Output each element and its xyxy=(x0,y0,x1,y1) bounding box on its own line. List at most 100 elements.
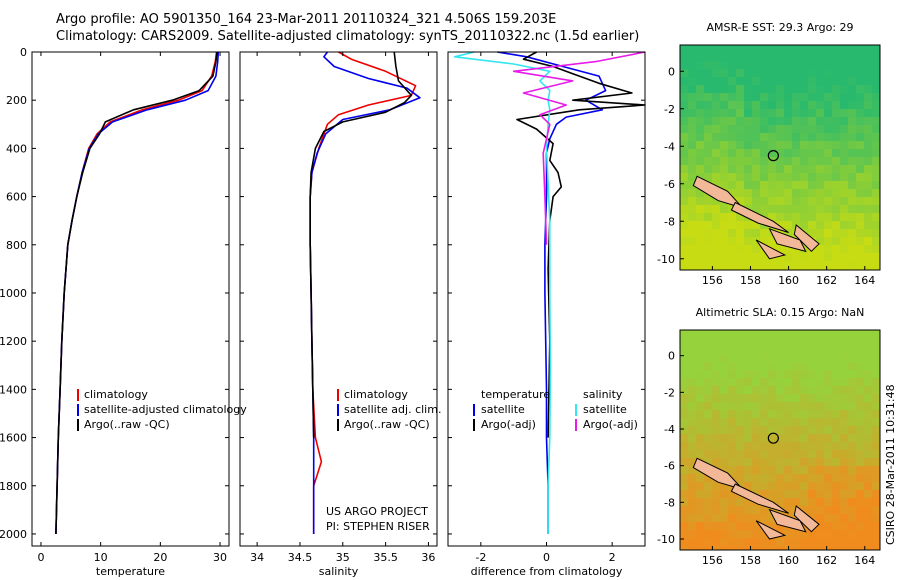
map-cell xyxy=(704,522,712,530)
x-tick-label: 160 xyxy=(778,554,799,567)
map-cell xyxy=(816,522,824,530)
series-line-argo-raw-qc--2 xyxy=(55,51,218,535)
map-cell xyxy=(712,506,720,514)
map-cell xyxy=(856,117,864,125)
map-cell xyxy=(808,386,816,394)
map-cell xyxy=(728,165,736,173)
map-cell xyxy=(680,346,688,354)
map-cell xyxy=(864,205,872,213)
map-cell xyxy=(872,458,880,466)
series-line-satellite-adjusted-climatology-1 xyxy=(55,51,220,535)
map-cell xyxy=(848,458,856,466)
map-cell xyxy=(832,77,840,85)
map-cell xyxy=(832,261,840,269)
map-cell xyxy=(760,482,768,490)
map-cell xyxy=(688,133,696,141)
map-cell xyxy=(720,466,728,474)
map-cell xyxy=(808,514,816,522)
map-cell xyxy=(872,426,880,434)
map-cell xyxy=(696,482,704,490)
map-cell xyxy=(872,237,880,245)
map-cell xyxy=(712,370,720,378)
plot-frame xyxy=(31,51,230,547)
map-cell xyxy=(800,386,808,394)
map-cell xyxy=(864,93,872,101)
map-cell xyxy=(816,370,824,378)
map-cell xyxy=(680,133,688,141)
map-cell xyxy=(816,362,824,370)
map-cell xyxy=(800,394,808,402)
map-cell xyxy=(704,338,712,346)
map-cell xyxy=(824,181,832,189)
map-cell xyxy=(680,189,688,197)
map-cell xyxy=(832,530,840,538)
map-cell xyxy=(744,442,752,450)
map-cell xyxy=(872,378,880,386)
map-cell xyxy=(688,546,696,550)
map-cell xyxy=(688,530,696,538)
map-cell xyxy=(728,378,736,386)
map-cell xyxy=(720,253,728,261)
map-cell xyxy=(696,394,704,402)
map-cell xyxy=(688,346,696,354)
map-cell xyxy=(728,141,736,149)
map-cell xyxy=(848,522,856,530)
map-cell xyxy=(864,458,872,466)
map-cell xyxy=(824,45,832,53)
map-cell xyxy=(848,69,856,77)
map-cell xyxy=(784,45,792,53)
map-cell xyxy=(800,109,808,117)
map-cell xyxy=(872,117,880,125)
legend-header-temperature: temperature xyxy=(481,388,550,401)
map-cell xyxy=(832,253,840,261)
map-cell xyxy=(784,69,792,77)
map-cell xyxy=(792,45,800,53)
map-cell xyxy=(872,253,880,261)
map-cell xyxy=(832,213,840,221)
map-cell xyxy=(728,189,736,197)
map-cell xyxy=(760,402,768,410)
map-cell xyxy=(760,173,768,181)
map-cell xyxy=(712,53,720,61)
map-cell xyxy=(704,45,712,53)
map-cell xyxy=(856,141,864,149)
map-cell xyxy=(840,458,848,466)
map-cell xyxy=(768,125,776,133)
map-cell xyxy=(824,522,832,530)
map-cell xyxy=(872,362,880,370)
map-cell xyxy=(848,61,856,69)
map-cell xyxy=(696,93,704,101)
map-cell xyxy=(832,338,840,346)
map-cell xyxy=(832,165,840,173)
map-cell xyxy=(760,133,768,141)
map-cell xyxy=(824,53,832,61)
map-cell xyxy=(824,93,832,101)
map-cell xyxy=(824,346,832,354)
map-cell xyxy=(784,370,792,378)
map-cell xyxy=(856,514,864,522)
map-cell xyxy=(872,109,880,117)
map-cell xyxy=(736,85,744,93)
map-cell xyxy=(784,346,792,354)
map-cell xyxy=(704,61,712,69)
map-cell xyxy=(752,229,760,237)
map-cell xyxy=(680,205,688,213)
map-cell xyxy=(744,253,752,261)
map-cell xyxy=(784,85,792,93)
map-cell xyxy=(832,458,840,466)
map-cell xyxy=(728,261,736,269)
map-cell xyxy=(792,125,800,133)
map-cell xyxy=(824,426,832,434)
map-cell xyxy=(816,101,824,109)
map-cell xyxy=(680,538,688,546)
map-cell xyxy=(728,181,736,189)
map-cell xyxy=(784,466,792,474)
map-cell xyxy=(696,205,704,213)
map-cell xyxy=(696,141,704,149)
map-cell xyxy=(776,354,784,362)
map-cell xyxy=(856,522,864,530)
map-cell xyxy=(720,410,728,418)
map-cell xyxy=(776,386,784,394)
map-cell xyxy=(808,538,816,546)
map-cell xyxy=(808,442,816,450)
